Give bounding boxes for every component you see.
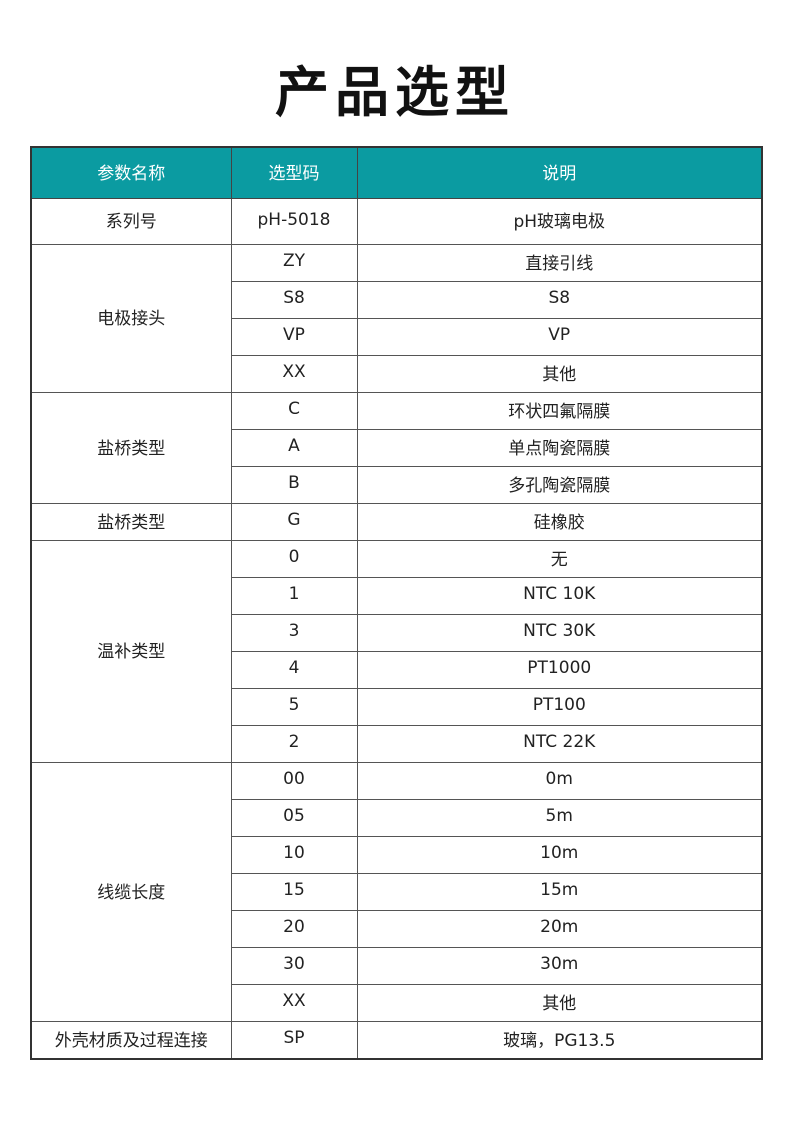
description-cell: 单点陶瓷隔膜: [356, 429, 763, 467]
code-cell: 30: [230, 947, 358, 985]
table-row: 15 15m: [31, 873, 763, 911]
code-cell: SP: [230, 1021, 358, 1060]
description-cell: NTC 10K: [356, 577, 763, 615]
table-row: B 多孔陶瓷隔膜: [31, 466, 763, 504]
table-row: XX 其他: [31, 355, 763, 393]
description-cell: VP: [356, 318, 763, 356]
description-cell: 其他: [356, 355, 763, 393]
code-cell: 20: [230, 910, 358, 948]
table-row: A 单点陶瓷隔膜: [31, 429, 763, 467]
code-cell: pH-5018: [230, 198, 358, 245]
table-row: S8 S8: [31, 281, 763, 319]
param-name-cell: 线缆长度: [30, 762, 232, 1022]
param-name-cell: 外壳材质及过程连接: [30, 1021, 232, 1060]
description-cell: PT1000: [356, 651, 763, 689]
page-title: 产品选型: [275, 61, 515, 124]
description-cell: 多孔陶瓷隔膜: [356, 466, 763, 504]
description-cell: 玻璃，PG13.5: [356, 1021, 763, 1060]
table-row: 线缆长度 00 0m: [30, 762, 763, 1022]
param-name-cell: 盐桥类型: [30, 503, 232, 541]
product-selection-table: 参数名称 选型码 说明 系列号 pH-5018 pH玻璃电极 电极接头 ZY 直接引线 S8…: [30, 146, 763, 1060]
code-cell: B: [230, 466, 358, 504]
description-cell: S8: [356, 281, 763, 319]
description-cell: 环状四氟隔膜: [356, 392, 763, 430]
code-cell: 5: [230, 688, 358, 726]
description-cell: PT100: [356, 688, 763, 726]
description-cell: 无: [356, 540, 763, 578]
code-cell: 05: [230, 799, 358, 837]
code-cell: 10: [230, 836, 358, 874]
code-cell: G: [230, 503, 358, 541]
code-cell: 0: [230, 540, 358, 578]
description-cell: 20m: [356, 910, 763, 948]
table-row: XX 其他: [31, 984, 763, 1022]
description-cell: 其他: [356, 984, 763, 1022]
description-cell: 硅橡胶: [356, 503, 763, 541]
table-row: 30 30m: [31, 947, 763, 985]
param-name-cell: 盐桥类型: [30, 392, 232, 504]
code-cell: VP: [230, 318, 358, 356]
code-cell: 1: [230, 577, 358, 615]
code-cell: XX: [230, 355, 358, 393]
table-row: 20 20m: [31, 910, 763, 948]
description-cell: 5m: [356, 799, 763, 837]
table-row: 盐桥类型 C 环状四氟隔膜: [30, 392, 763, 504]
header-param: 参数名称: [30, 146, 232, 199]
code-cell: XX: [230, 984, 358, 1022]
code-cell: 00: [230, 762, 358, 800]
table-row: 1 NTC 10K: [31, 577, 763, 615]
param-name-cell: 系列号: [30, 198, 232, 245]
table-row: 系列号 pH-5018 pH玻璃电极: [30, 198, 763, 245]
code-cell: 4: [230, 651, 358, 689]
description-cell: 15m: [356, 873, 763, 911]
description-cell: NTC 30K: [356, 614, 763, 652]
param-name-cell: 电极接头: [30, 244, 232, 393]
description-cell: 0m: [356, 762, 763, 800]
code-cell: 3: [230, 614, 358, 652]
code-cell: S8: [230, 281, 358, 319]
code-cell: 2: [230, 725, 358, 763]
description-cell: 30m: [356, 947, 763, 985]
table-row: 3 NTC 30K: [31, 614, 763, 652]
description-cell: 直接引线: [356, 244, 763, 282]
table-row: 2 NTC 22K: [31, 725, 763, 763]
code-cell: ZY: [230, 244, 358, 282]
table-row: VP VP: [31, 318, 763, 356]
code-cell: C: [230, 392, 358, 430]
table-row: 05 5m: [31, 799, 763, 837]
table-row: 温补类型 0 无: [30, 540, 763, 763]
code-cell: 15: [230, 873, 358, 911]
description-cell: 10m: [356, 836, 763, 874]
table-row: 外壳材质及过程连接 SP 玻璃，PG13.5: [30, 1021, 763, 1060]
code-cell: A: [230, 429, 358, 467]
table-row: 盐桥类型 G 硅橡胶: [30, 503, 763, 541]
description-cell: pH玻璃电极: [356, 198, 763, 245]
header-desc: 说明: [356, 146, 763, 199]
param-name-cell: 温补类型: [30, 540, 232, 763]
description-cell: NTC 22K: [356, 725, 763, 763]
table-header: 参数名称 选型码 说明: [30, 146, 763, 199]
header-code: 选型码: [230, 146, 358, 199]
table-row: 电极接头 ZY 直接引线: [30, 244, 763, 393]
